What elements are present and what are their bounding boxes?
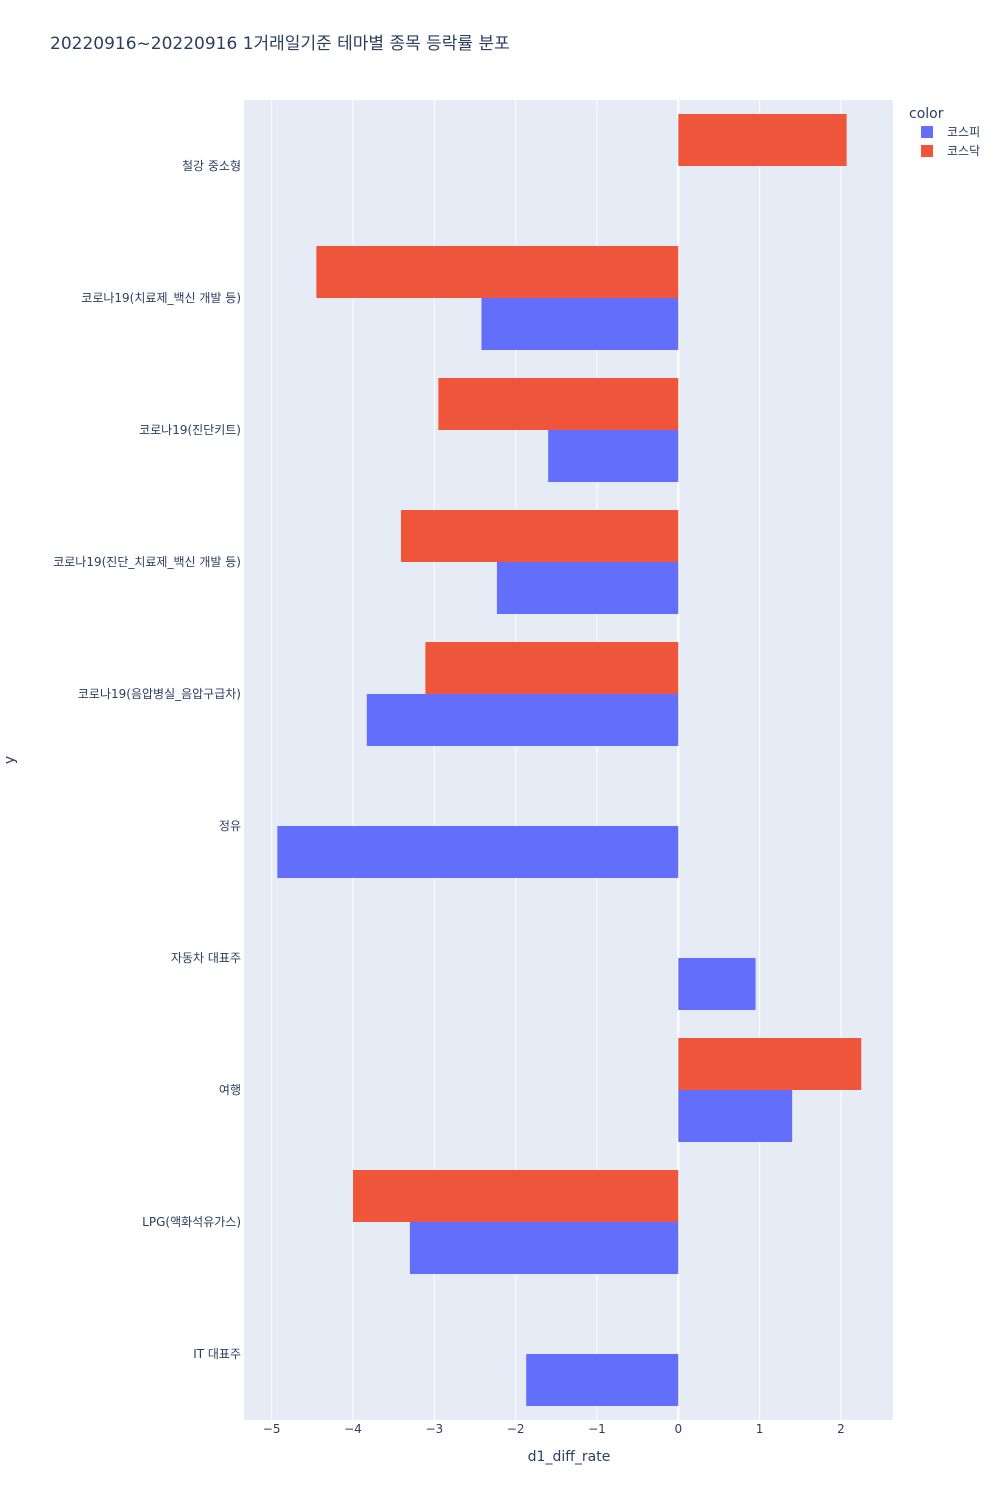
y-tick-label: 코로나19(치료제_백신 개발 등) xyxy=(81,291,241,305)
legend-item-label: 코스닥 xyxy=(947,144,980,158)
bar-kosdaq xyxy=(400,510,679,562)
x-tick-label: −4 xyxy=(344,1422,362,1436)
y-tick-label: 자동차 대표주 xyxy=(171,951,241,965)
y-tick-label: 코로나19(진단키트) xyxy=(139,423,241,437)
bar-kospi xyxy=(277,826,679,878)
x-tick-label: 0 xyxy=(674,1422,682,1436)
x-tick-label: −2 xyxy=(507,1422,525,1436)
bar-kosdaq xyxy=(352,1170,679,1222)
chart-title: 20220916~20220916 1거래일기준 테마별 종목 등락률 분포 xyxy=(50,34,510,54)
y-tick-label: 정유 xyxy=(219,819,241,833)
y-tick-label: 코로나19(진단_치료제_백신 개발 등) xyxy=(53,555,241,569)
y-tick-label: 철강 중소형 xyxy=(182,159,241,173)
bar-kosdaq xyxy=(678,1038,862,1090)
bar-kospi xyxy=(366,694,679,746)
legend-swatch xyxy=(921,145,933,157)
legend-item-label: 코스피 xyxy=(947,125,980,139)
bar-kosdaq xyxy=(425,642,679,694)
y-tick-label: 여행 xyxy=(219,1082,241,1097)
x-tick-label: −3 xyxy=(425,1422,443,1436)
x-tick-label: 2 xyxy=(837,1422,845,1436)
y-tick-label: IT 대표주 xyxy=(193,1347,241,1361)
bar-kospi xyxy=(678,958,756,1010)
bar-kospi xyxy=(678,1090,793,1142)
bar-kosdaq xyxy=(678,114,847,166)
bar-kospi xyxy=(548,430,679,482)
bar-kospi xyxy=(496,562,679,614)
y-tick-label: LPG(액화석유가스) xyxy=(142,1215,241,1229)
x-tick-label: −1 xyxy=(588,1422,606,1436)
bar-kosdaq xyxy=(438,378,679,430)
bar-kospi xyxy=(526,1354,679,1406)
x-tick-label: −5 xyxy=(263,1422,281,1436)
y-axis-label: y xyxy=(2,756,18,764)
legend-swatch xyxy=(921,126,933,138)
legend-title: color xyxy=(909,106,944,122)
x-tick-label: 1 xyxy=(756,1422,764,1436)
x-axis-label: d1_diff_rate xyxy=(528,1449,611,1465)
bar-kospi xyxy=(409,1222,679,1274)
bar-kospi xyxy=(481,298,679,350)
bar-kosdaq xyxy=(316,246,679,298)
y-tick-label: 코로나19(음압병실_음압구급차) xyxy=(78,687,241,701)
